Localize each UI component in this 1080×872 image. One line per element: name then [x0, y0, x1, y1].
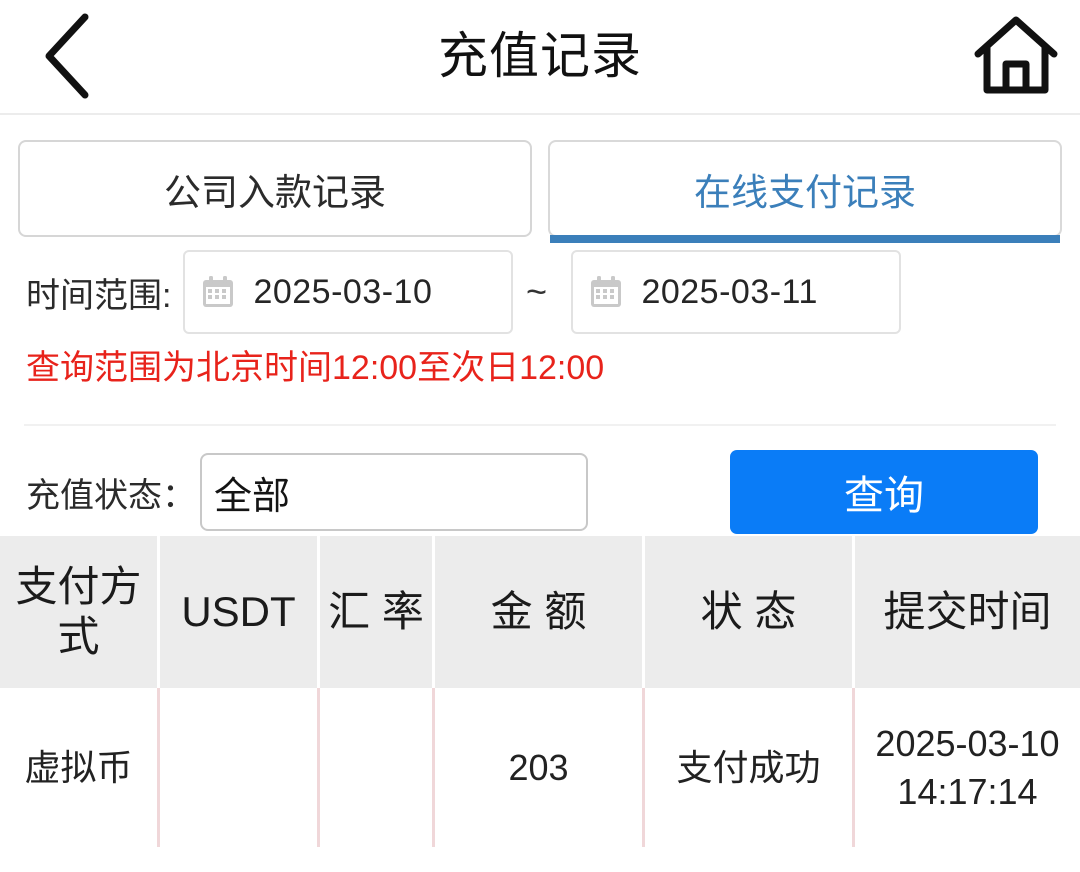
chevron-left-icon — [39, 13, 95, 99]
date-range-separator: ~ — [525, 271, 547, 312]
recharge-status-select[interactable]: 全部 — [200, 453, 588, 531]
status-filter-row: 充值状态： 全部 查询 — [0, 426, 1080, 536]
date-from-value: 2025-03-10 — [253, 272, 433, 311]
date-range-row: 时间范围: 2025-03-10 ~ — [0, 242, 1080, 334]
back-button[interactable] — [22, 10, 112, 102]
column-header-status: 状 态 — [645, 536, 855, 688]
date-to-input[interactable]: 2025-03-11 — [571, 250, 902, 334]
tab-label: 公司入款记录 — [164, 171, 386, 213]
cell-amount: 203 — [435, 688, 645, 847]
tab-company-deposit-records[interactable]: 公司入款记录 — [18, 140, 532, 237]
column-header-rate: 汇 率 — [320, 536, 435, 688]
date-from-input[interactable]: 2025-03-10 — [183, 250, 514, 334]
records-table: 支付方式 USDT 汇 率 金 额 状 态 提交时间 虚拟币 203 支付成功 … — [0, 536, 1080, 847]
column-header-amount: 金 额 — [435, 536, 645, 688]
table-row[interactable]: 虚拟币 203 支付成功 2025-03-10 14:17:14 — [0, 688, 1080, 847]
section-divider — [24, 424, 1056, 426]
cell-submit-time: 2025-03-10 14:17:14 — [875, 722, 1060, 812]
date-to-value: 2025-03-11 — [641, 272, 818, 311]
column-header-payment-method: 支付方式 — [0, 536, 160, 688]
record-type-tabs: 公司入款记录 在线支付记录 — [0, 115, 1080, 243]
recharge-status-value: 全部 — [214, 475, 291, 518]
page-title: 充值记录 — [438, 28, 642, 84]
date-range-label: 时间范围: — [26, 276, 172, 315]
column-header-submit-time: 提交时间 — [855, 536, 1080, 688]
cell-payment-method: 虚拟币 — [0, 688, 160, 847]
recharge-status-label: 充值状态： — [26, 476, 196, 515]
query-range-notice: 查询范围为北京时间12:00至次日12:00 — [26, 349, 605, 387]
calendar-icon — [201, 275, 235, 309]
column-header-usdt: USDT — [160, 536, 320, 688]
query-button[interactable]: 查询 — [730, 450, 1038, 534]
tab-label: 在线支付记录 — [694, 171, 916, 213]
cell-rate — [320, 688, 435, 847]
app-bar: 充值记录 — [0, 0, 1080, 115]
cell-status: 支付成功 — [645, 688, 855, 847]
home-button[interactable] — [970, 12, 1062, 102]
table-header-row: 支付方式 USDT 汇 率 金 额 状 态 提交时间 — [0, 536, 1080, 688]
calendar-icon — [589, 275, 623, 309]
home-icon — [973, 14, 1059, 101]
tab-online-payment-records[interactable]: 在线支付记录 — [548, 140, 1062, 243]
cell-usdt — [160, 688, 320, 847]
